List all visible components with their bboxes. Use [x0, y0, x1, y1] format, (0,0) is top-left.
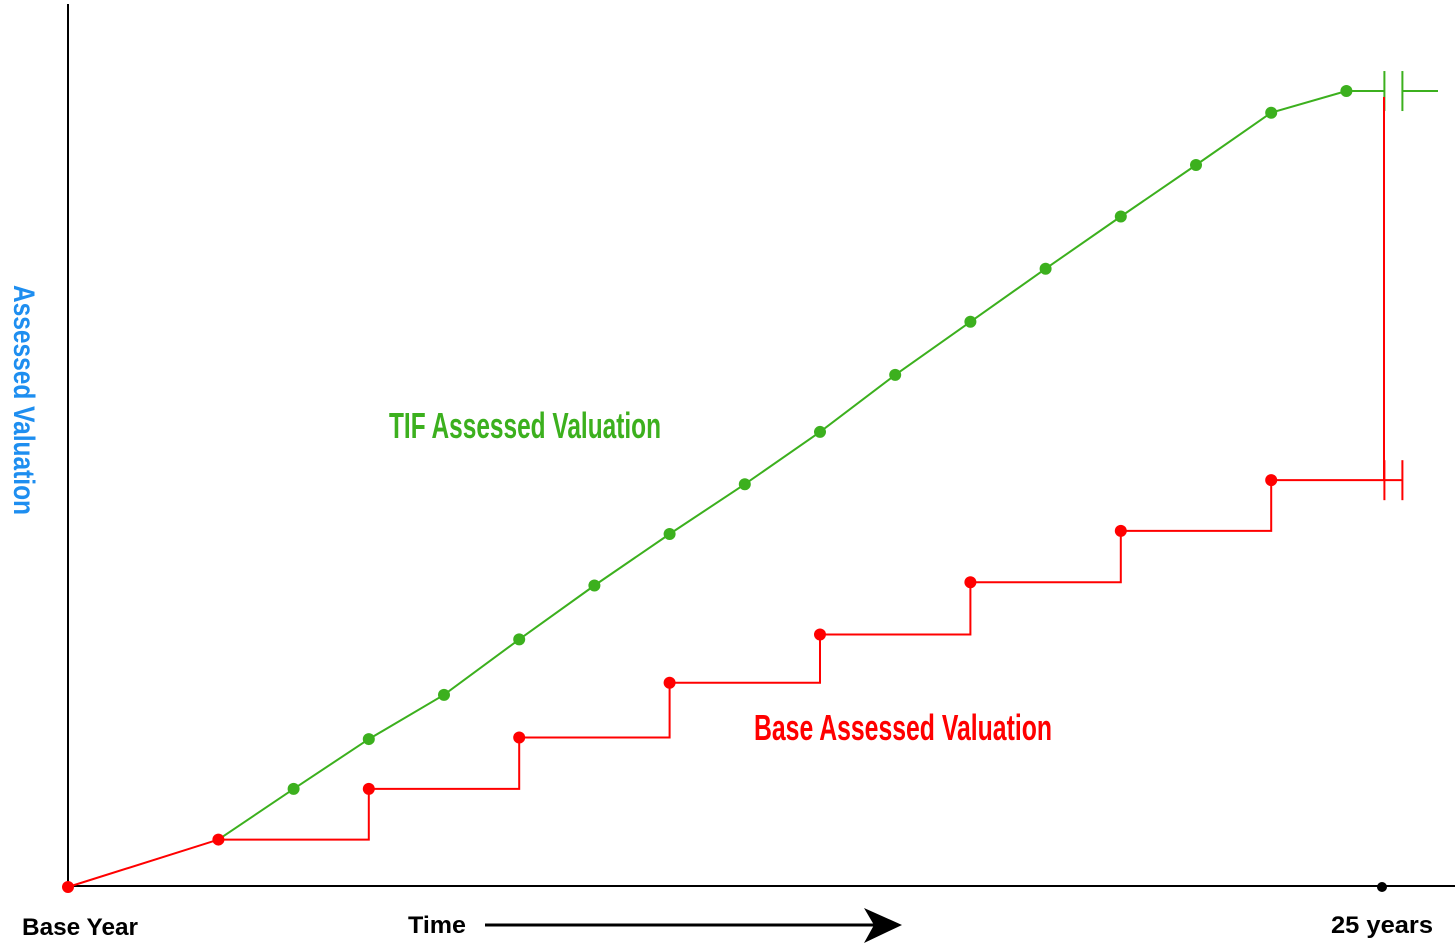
tif-point — [362, 733, 375, 746]
tif-point — [588, 579, 601, 592]
tif-point — [1190, 159, 1202, 172]
base-series — [62, 474, 1278, 893]
tif-point — [287, 782, 300, 795]
base-point — [62, 881, 74, 893]
tif-point — [889, 368, 902, 381]
base-point — [212, 833, 225, 846]
tif-point — [663, 528, 676, 541]
end-marker — [1377, 882, 1387, 892]
tif-point — [1265, 106, 1278, 119]
y-axis-label: Assessed Valuation — [7, 285, 40, 515]
base-year-label: Base Year — [22, 914, 138, 941]
end-year-label: 25 years — [1331, 912, 1433, 939]
base-point — [964, 576, 977, 589]
time-label: Time — [408, 912, 466, 939]
tif-point — [1039, 262, 1052, 275]
base-line — [67, 480, 1273, 888]
tif-point — [1114, 210, 1127, 223]
time-arrow-head — [864, 908, 902, 943]
tif-point — [438, 688, 450, 701]
base-point — [663, 676, 676, 689]
tif-series — [217, 85, 1353, 841]
axis-break-connector — [1271, 71, 1438, 501]
base-point — [1114, 524, 1127, 537]
tif-point — [964, 315, 977, 328]
tif-point — [738, 478, 751, 491]
tif-point — [513, 633, 526, 646]
tif-series-label: TIF Assessed Valuation — [389, 405, 661, 446]
tif-point — [814, 425, 826, 438]
base-point — [513, 731, 526, 744]
base-series-label: Base Assessed Valuation — [754, 707, 1052, 748]
base-point — [362, 782, 375, 795]
base-point — [814, 628, 826, 641]
tif-line — [217, 90, 1347, 841]
